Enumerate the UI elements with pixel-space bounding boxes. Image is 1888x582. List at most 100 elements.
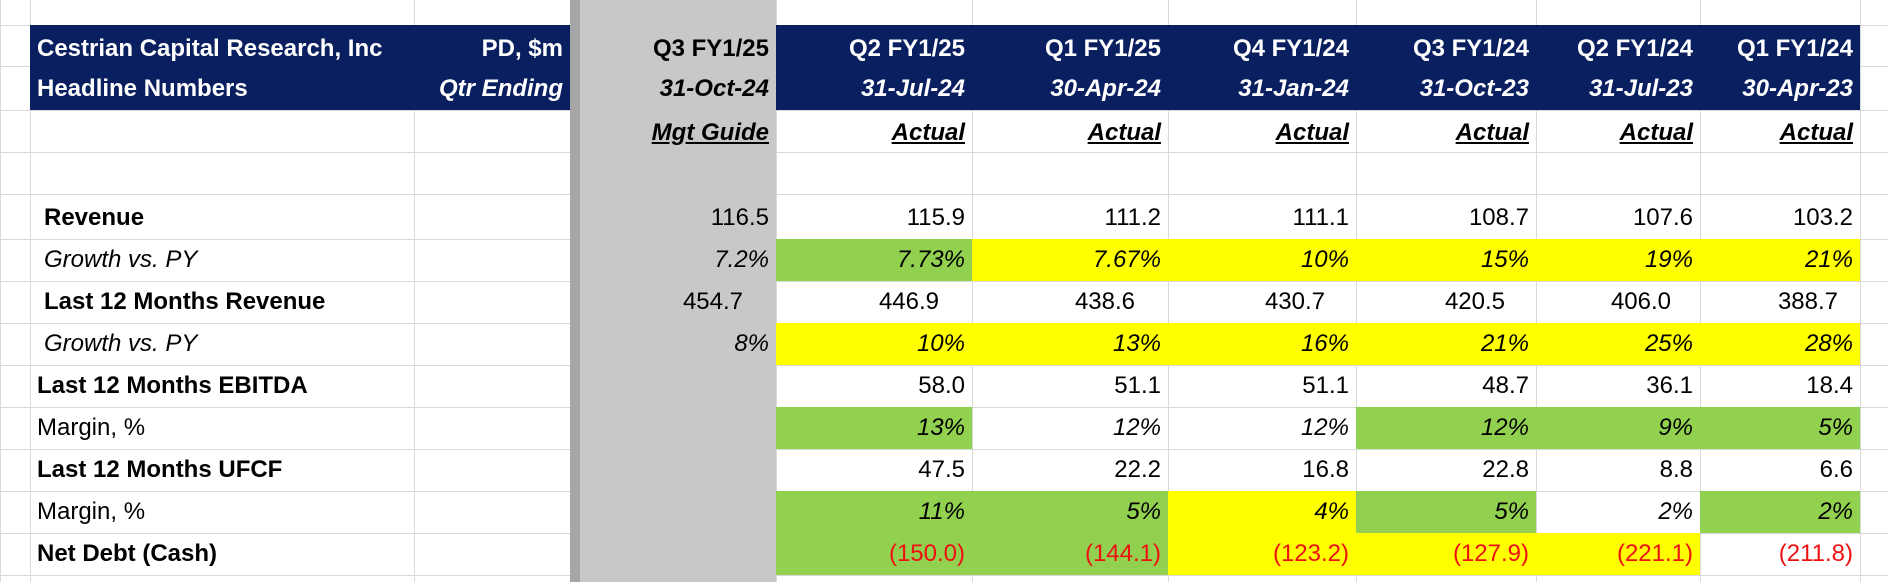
table-cell: 48.7 xyxy=(1482,372,1529,399)
table-cell: 21% xyxy=(1700,239,1860,281)
col-2-date: 30-Apr-24 xyxy=(1050,75,1161,102)
table-cell: 420.5 xyxy=(1444,288,1505,315)
table-cell: 12% xyxy=(1356,407,1536,449)
table-cell: 8.8 xyxy=(1659,456,1693,483)
col-4-date: 31-Oct-23 xyxy=(1419,75,1529,102)
table-cell: 2% xyxy=(1700,491,1860,533)
table-cell: 4% xyxy=(1168,491,1356,533)
row-label-revenue-growth: Growth vs. PY xyxy=(44,246,198,273)
table-cell: 111.2 xyxy=(1104,204,1162,231)
row-label-revenue: Revenue xyxy=(44,204,145,231)
col-5-period: Q2 FY1/24 xyxy=(1576,35,1693,62)
gridline-horizontal xyxy=(0,575,1888,576)
table-cell: 36.1 xyxy=(1646,372,1693,399)
header-band-right xyxy=(776,25,1860,110)
row-label-ufcf-margin: Margin, % xyxy=(37,498,146,525)
table-cell: 111.1 xyxy=(1292,204,1350,231)
table-cell: 12% xyxy=(1300,414,1349,441)
qtr-ending-label: Qtr Ending xyxy=(439,75,563,102)
table-cell: 10% xyxy=(776,323,972,365)
table-cell: 5% xyxy=(1700,407,1860,449)
row-label-ltm-revenue: Last 12 Months Revenue xyxy=(44,288,326,315)
table-cell: 7.73% xyxy=(776,239,972,281)
title-line-1: Cestrian Capital Research, Inc xyxy=(37,35,383,62)
table-cell: 22.8 xyxy=(1482,456,1529,483)
gridline-vertical xyxy=(0,0,1,582)
col-6-period: Q1 FY1/24 xyxy=(1736,35,1853,62)
table-cell: 6.6 xyxy=(1819,456,1853,483)
table-cell: 115.9 xyxy=(906,204,965,231)
col-3-basis: Actual xyxy=(1275,119,1349,146)
table-cell: 51.1 xyxy=(1114,372,1161,399)
col-1-date: 31-Jul-24 xyxy=(860,75,965,102)
units-label: PD, $m xyxy=(481,35,563,62)
table-cell: 7.2% xyxy=(714,246,769,273)
row-label-ltm-growth: Growth vs. PY xyxy=(44,330,198,357)
table-cell: 13% xyxy=(776,407,972,449)
frozen-pane-divider xyxy=(570,0,580,582)
row-label-ebitda-margin: Margin, % xyxy=(37,414,146,441)
table-cell: 47.5 xyxy=(918,456,965,483)
col-2-basis: Actual xyxy=(1087,119,1161,146)
table-cell: 21% xyxy=(1356,323,1536,365)
table-cell: (211.8) xyxy=(1778,540,1853,567)
col-0-date: 31-Oct-24 xyxy=(659,75,769,102)
table-cell: 11% xyxy=(776,491,972,533)
col-4-basis: Actual xyxy=(1455,119,1529,146)
table-cell: 12% xyxy=(1112,414,1161,441)
gridline-horizontal xyxy=(0,194,1888,195)
gridline-horizontal xyxy=(0,152,1888,153)
table-cell: 108.7 xyxy=(1468,204,1529,231)
table-cell: 19% xyxy=(1536,239,1700,281)
table-cell: 16% xyxy=(1168,323,1356,365)
table-cell: 7.67% xyxy=(972,239,1168,281)
gridline-vertical xyxy=(1860,0,1861,582)
table-cell: 430.7 xyxy=(1264,288,1325,315)
table-cell: 446.9 xyxy=(878,288,939,315)
table-cell: 10% xyxy=(1168,239,1356,281)
table-cell: 103.2 xyxy=(1792,204,1853,231)
table-cell: (150.0) xyxy=(776,533,972,575)
table-cell: 9% xyxy=(1536,407,1700,449)
table-cell: 15% xyxy=(1356,239,1536,281)
table-cell: 2% xyxy=(1658,498,1693,525)
row-label-net-debt: Net Debt (Cash) xyxy=(37,540,218,567)
row-label-ltm-ebitda: Last 12 Months EBITDA xyxy=(37,372,308,399)
table-cell: (123.2) xyxy=(1168,533,1356,575)
col-0-period: Q3 FY1/25 xyxy=(652,35,769,62)
row-label-ltm-ufcf: Last 12 Months UFCF xyxy=(37,456,283,483)
col-6-basis: Actual xyxy=(1779,119,1853,146)
table-cell: 25% xyxy=(1536,323,1700,365)
table-cell: 16.8 xyxy=(1302,456,1349,483)
table-cell: 5% xyxy=(1356,491,1536,533)
table-cell: 28% xyxy=(1700,323,1860,365)
table-cell: 22.2 xyxy=(1114,456,1161,483)
col-4-period: Q3 FY1/24 xyxy=(1412,35,1529,62)
table-cell: 454.7 xyxy=(682,288,743,315)
header-band-left xyxy=(30,25,570,110)
table-cell: 5% xyxy=(972,491,1168,533)
table-cell: 388.7 xyxy=(1777,288,1838,315)
table-cell: 58.0 xyxy=(918,372,965,399)
col-5-date: 31-Jul-23 xyxy=(1588,75,1693,102)
table-cell: 13% xyxy=(972,323,1168,365)
col-5-basis: Actual xyxy=(1619,119,1693,146)
table-cell: (221.1) xyxy=(1536,533,1700,575)
table-cell: 116.5 xyxy=(710,204,769,231)
table-cell: (127.9) xyxy=(1356,533,1536,575)
col-2-period: Q1 FY1/25 xyxy=(1044,35,1161,62)
guide-column-shading xyxy=(580,0,776,582)
col-0-basis: Mgt Guide xyxy=(651,119,769,146)
table-cell: 107.6 xyxy=(1632,204,1693,231)
col-1-period: Q2 FY1/25 xyxy=(848,35,965,62)
title-line-2: Headline Numbers xyxy=(37,75,248,102)
col-3-date: 31-Jan-24 xyxy=(1238,75,1349,102)
table-cell: 8% xyxy=(734,330,769,357)
col-3-period: Q4 FY1/24 xyxy=(1232,35,1349,62)
col-1-basis: Actual xyxy=(891,119,965,146)
table-cell: 18.4 xyxy=(1806,372,1853,399)
table-cell: 51.1 xyxy=(1302,372,1349,399)
table-cell: 406.0 xyxy=(1610,288,1671,315)
col-6-date: 30-Apr-23 xyxy=(1742,75,1853,102)
